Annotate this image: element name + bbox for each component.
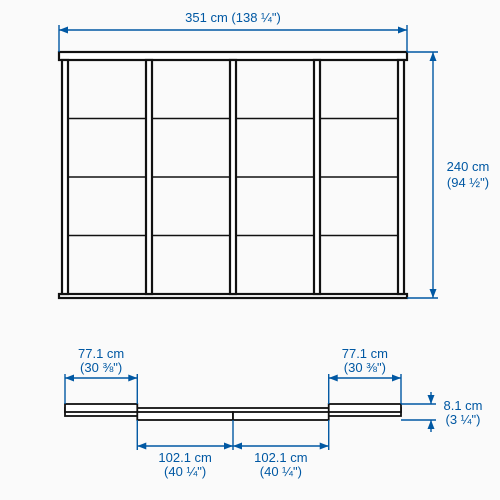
svg-text:77.1 cm: 77.1 cm xyxy=(78,346,124,361)
svg-text:102.1 cm: 102.1 cm xyxy=(158,450,211,465)
svg-text:(30 ⅜"): (30 ⅜") xyxy=(344,360,386,375)
svg-text:(40 ¼"): (40 ¼") xyxy=(260,464,302,479)
svg-text:(30 ⅜"): (30 ⅜") xyxy=(80,360,122,375)
svg-text:(3 ¼"): (3 ¼") xyxy=(446,412,481,427)
svg-text:(40 ¼"): (40 ¼") xyxy=(164,464,206,479)
svg-text:240 cm: 240 cm xyxy=(447,159,490,174)
dimension-diagram: 351 cm (138 ¼")240 cm(94 ½")77.1 cm(30 ⅜… xyxy=(0,0,500,500)
svg-text:(94 ½"): (94 ½") xyxy=(447,175,489,190)
svg-text:8.1 cm: 8.1 cm xyxy=(443,398,482,413)
svg-text:351 cm (138 ¼"): 351 cm (138 ¼") xyxy=(185,10,281,25)
svg-text:77.1 cm: 77.1 cm xyxy=(342,346,388,361)
svg-text:102.1 cm: 102.1 cm xyxy=(254,450,307,465)
